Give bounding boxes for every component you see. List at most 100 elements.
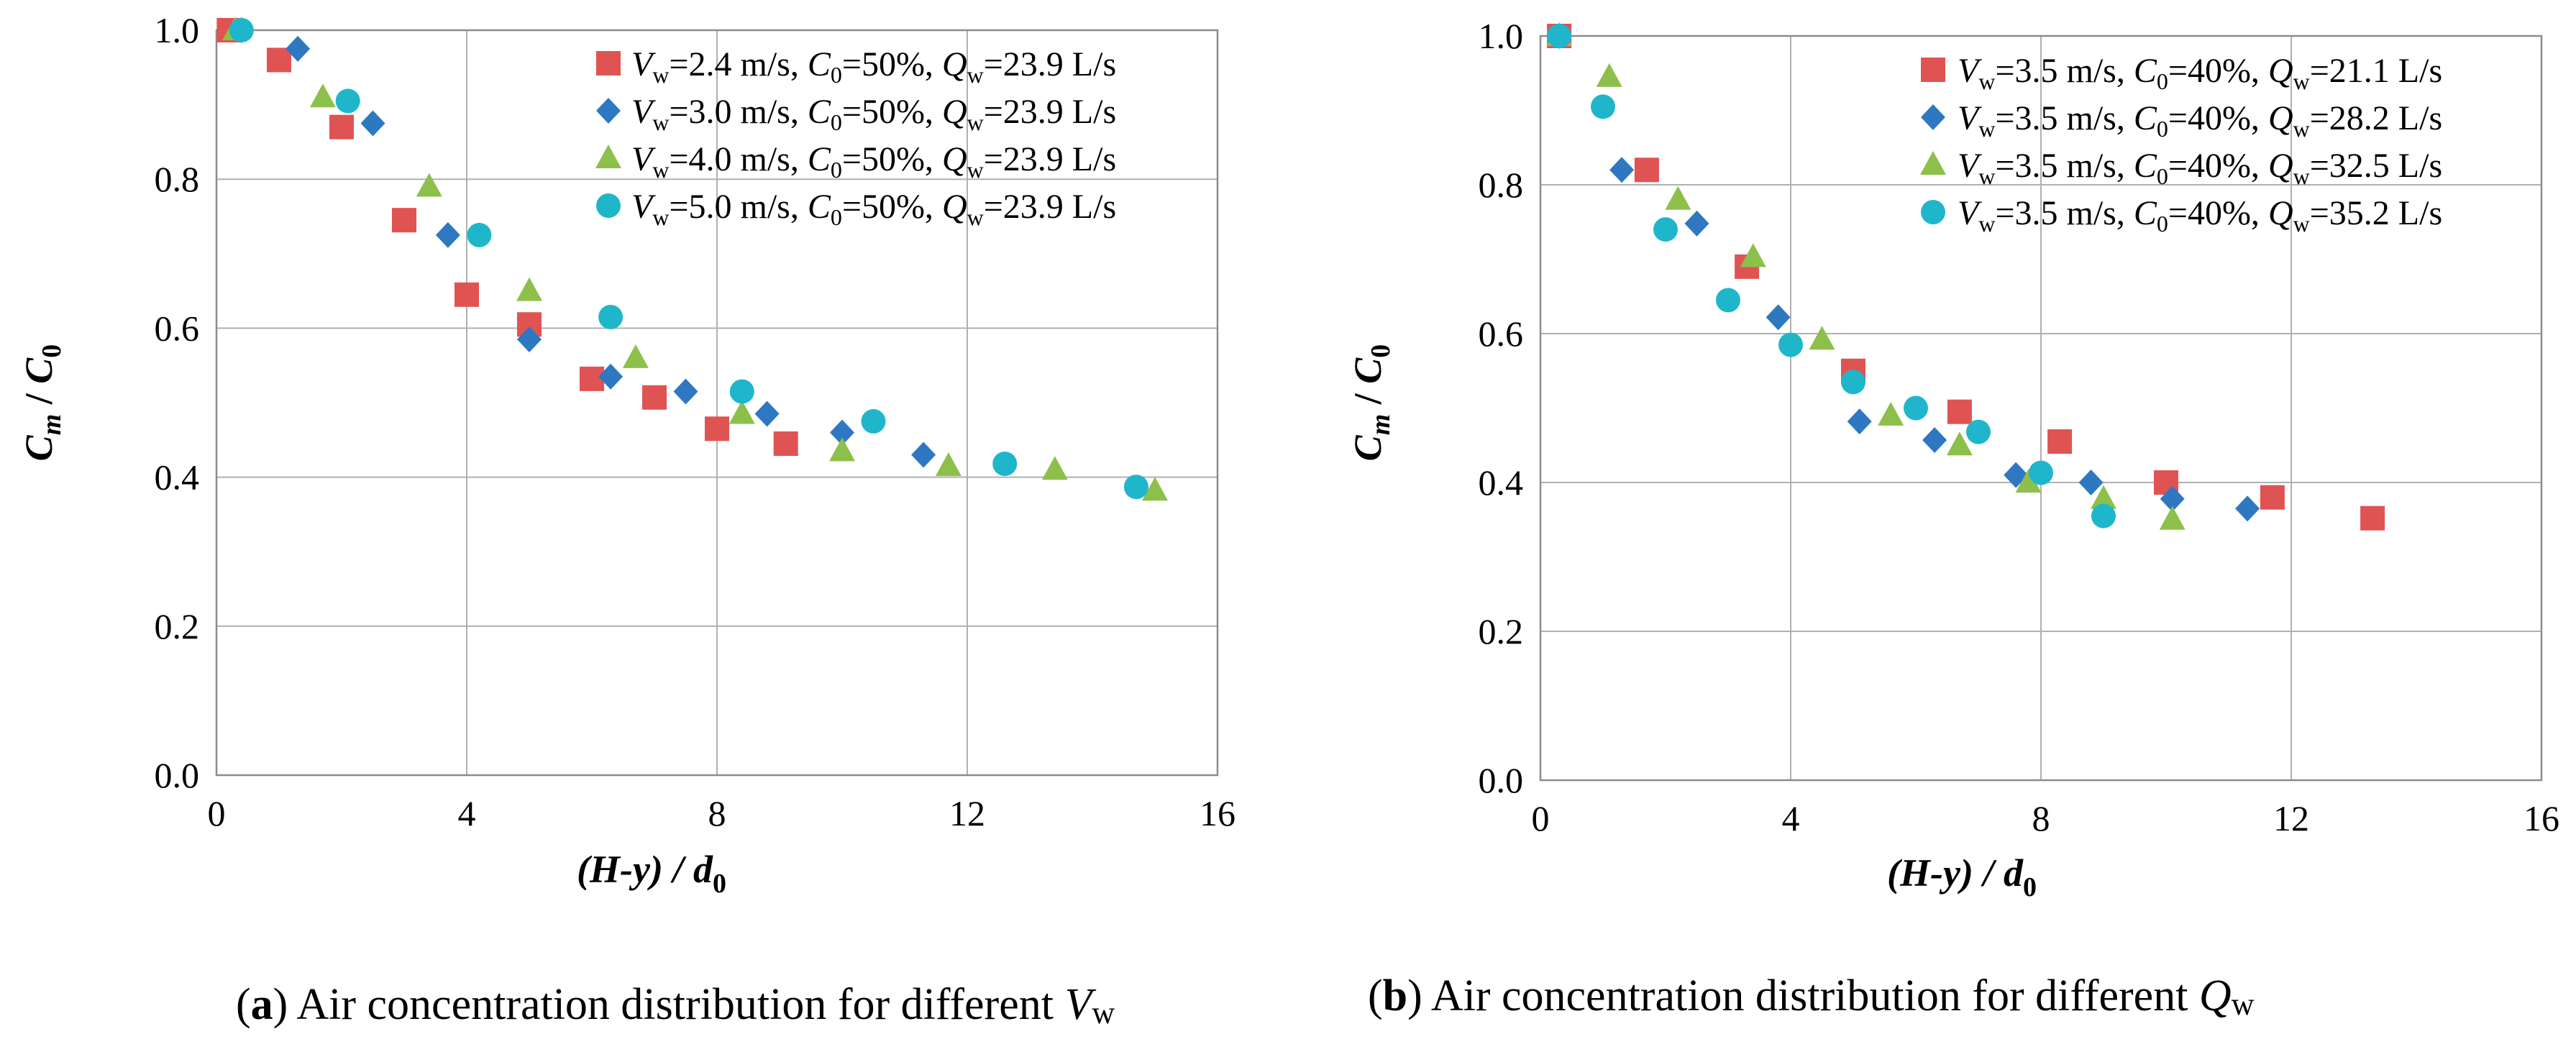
legend-discharge-value: =28.2 L/s: [2310, 99, 2442, 137]
y-tick-label: 0.0: [155, 755, 200, 795]
x-tick-label: 12: [949, 793, 985, 833]
caption-text: Air concentration distribution for diffe…: [296, 980, 1064, 1029]
legend-velocity-sub: w: [1978, 211, 1995, 237]
legend-entry-2: Vw=3.0 m/s, C0=50%, Qw=23.9 L/s: [631, 93, 1116, 135]
y-axis-label-numerator-sub: m: [1366, 414, 1396, 436]
data-point-diamond: [673, 378, 698, 405]
legend-discharge-value: =21.1 L/s: [2310, 52, 2442, 90]
legend: Vw=3.5 m/s, C0=40%, Qw=21.1 L/sVw=3.5 m/…: [1920, 52, 2442, 237]
legend-velocity-sub: w: [652, 157, 669, 183]
data-point-circle: [1841, 370, 1865, 395]
data-point-circle: [596, 193, 621, 218]
x-axis-label-text: (H-y) / d: [1887, 851, 2024, 895]
y-axis-label-numerator: C: [17, 434, 60, 461]
legend-discharge-sub: w: [967, 62, 984, 88]
data-point-circle: [1904, 395, 1928, 421]
data-point-square: [642, 385, 667, 410]
y-axis-label-denominator: C: [1346, 357, 1389, 384]
caption-close-paren: ): [1407, 971, 1431, 1020]
data-point-triangle: [516, 277, 542, 301]
data-point-diamond: [2160, 485, 2185, 512]
legend-concentration-sub: 0: [2157, 163, 2168, 189]
data-point-triangle: [1596, 63, 1622, 87]
legend-discharge-value: =23.9 L/s: [984, 140, 1116, 178]
legend-concentration-symbol: C: [2134, 194, 2157, 232]
data-point-diamond: [598, 363, 624, 390]
data-point-triangle: [829, 437, 855, 462]
data-point-square: [2360, 506, 2385, 531]
legend-concentration-sub: 0: [2157, 116, 2168, 142]
y-axis-label-denominator-sub: 0: [1366, 344, 1396, 358]
x-tick-label: 4: [458, 793, 476, 833]
data-point-square: [705, 416, 729, 442]
legend-velocity-value: =3.5 m/s,: [1995, 147, 2133, 185]
series-3: [1546, 22, 2186, 530]
panel-caption: (a) Air concentration distribution for d…: [236, 980, 1115, 1030]
data-point-circle: [598, 304, 624, 329]
caption-panel-label: b: [1383, 971, 1407, 1020]
y-tick-label: 0.0: [1479, 760, 1524, 800]
legend-concentration-symbol: C: [2134, 52, 2157, 90]
data-point-circle: [992, 451, 1018, 476]
y-tick-label: 0.6: [1479, 314, 1524, 354]
series-2: [229, 17, 936, 468]
data-point-square: [455, 282, 479, 307]
data-point-circle: [1547, 24, 1572, 48]
y-tick-label: 1.0: [155, 10, 200, 50]
data-point-diamond: [286, 35, 311, 62]
legend-concentration-value: =40%,: [2168, 147, 2268, 185]
legend-velocity-sub: w: [652, 109, 669, 135]
data-point-square: [1921, 58, 1945, 82]
legend-velocity-symbol: V: [1958, 52, 1982, 90]
x-tick-label: 0: [208, 793, 226, 833]
data-point-triangle: [2159, 506, 2186, 530]
series-2: [1547, 23, 2260, 522]
legend-entry-2: Vw=3.5 m/s, C0=40%, Qw=28.2 L/s: [1958, 99, 2442, 142]
data-point-triangle: [1809, 326, 1835, 350]
legend-velocity-symbol: V: [631, 188, 656, 226]
series-4: [229, 18, 1148, 500]
legend-discharge-symbol: Q: [942, 140, 967, 178]
data-point-square: [773, 431, 798, 456]
data-point-triangle: [595, 145, 621, 168]
legend-discharge-symbol: Q: [2268, 194, 2293, 232]
data-point-square: [1634, 157, 1659, 183]
legend-concentration-symbol: C: [808, 45, 831, 83]
data-point-triangle: [1142, 477, 1168, 501]
legend-velocity-value: =3.5 m/s,: [1995, 194, 2133, 232]
legend-discharge-sub: w: [2293, 163, 2310, 189]
y-tick-label: 0.8: [155, 159, 200, 199]
x-tick-label: 16: [2524, 798, 2559, 838]
x-tick-label: 0: [1532, 798, 1550, 838]
x-tick-label: 4: [1782, 798, 1800, 838]
legend-concentration-symbol: C: [2134, 147, 2157, 185]
data-point-square: [2047, 429, 2073, 454]
caption-variable-sub: w: [2232, 987, 2255, 1022]
legend-entry-1: Vw=3.5 m/s, C0=40%, Qw=21.1 L/s: [1958, 52, 2442, 94]
data-point-diamond: [1922, 427, 1947, 454]
y-tick-label: 0.2: [1479, 611, 1524, 651]
data-point-triangle: [1920, 151, 1946, 175]
data-point-diamond: [1921, 104, 1945, 130]
legend-velocity-value: =4.0 m/s,: [669, 140, 807, 178]
legend-concentration-value: =50%,: [842, 188, 942, 226]
legend-velocity-value: =2.4 m/s,: [669, 45, 807, 83]
x-axis-label: (H-y) / d0: [577, 848, 726, 899]
data-point-circle: [2029, 460, 2053, 485]
panel-caption: (b) Air concentration distribution for d…: [1368, 971, 2255, 1022]
x-tick-label: 12: [2273, 798, 2309, 838]
series-4: [1547, 24, 2116, 529]
legend-entry-1: Vw=2.4 m/s, C0=50%, Qw=23.9 L/s: [631, 45, 1116, 88]
legend-velocity-value: =3.0 m/s,: [669, 93, 807, 131]
data-point-circle: [729, 379, 754, 404]
y-tick-label: 0.4: [1479, 462, 1524, 503]
legend-discharge-value: =23.9 L/s: [984, 45, 1116, 83]
data-point-triangle: [935, 452, 962, 477]
legend-discharge-sub: w: [2293, 211, 2310, 237]
legend-entry-3: Vw=3.5 m/s, C0=40%, Qw=32.5 L/s: [1958, 147, 2442, 189]
legend-concentration-symbol: C: [808, 140, 831, 178]
legend-entry-4: Vw=3.5 m/s, C0=40%, Qw=35.2 L/s: [1958, 194, 2442, 237]
legend-entry-3: Vw=4.0 m/s, C0=50%, Qw=23.9 L/s: [631, 140, 1116, 183]
legend-concentration-sub: 0: [831, 109, 842, 135]
